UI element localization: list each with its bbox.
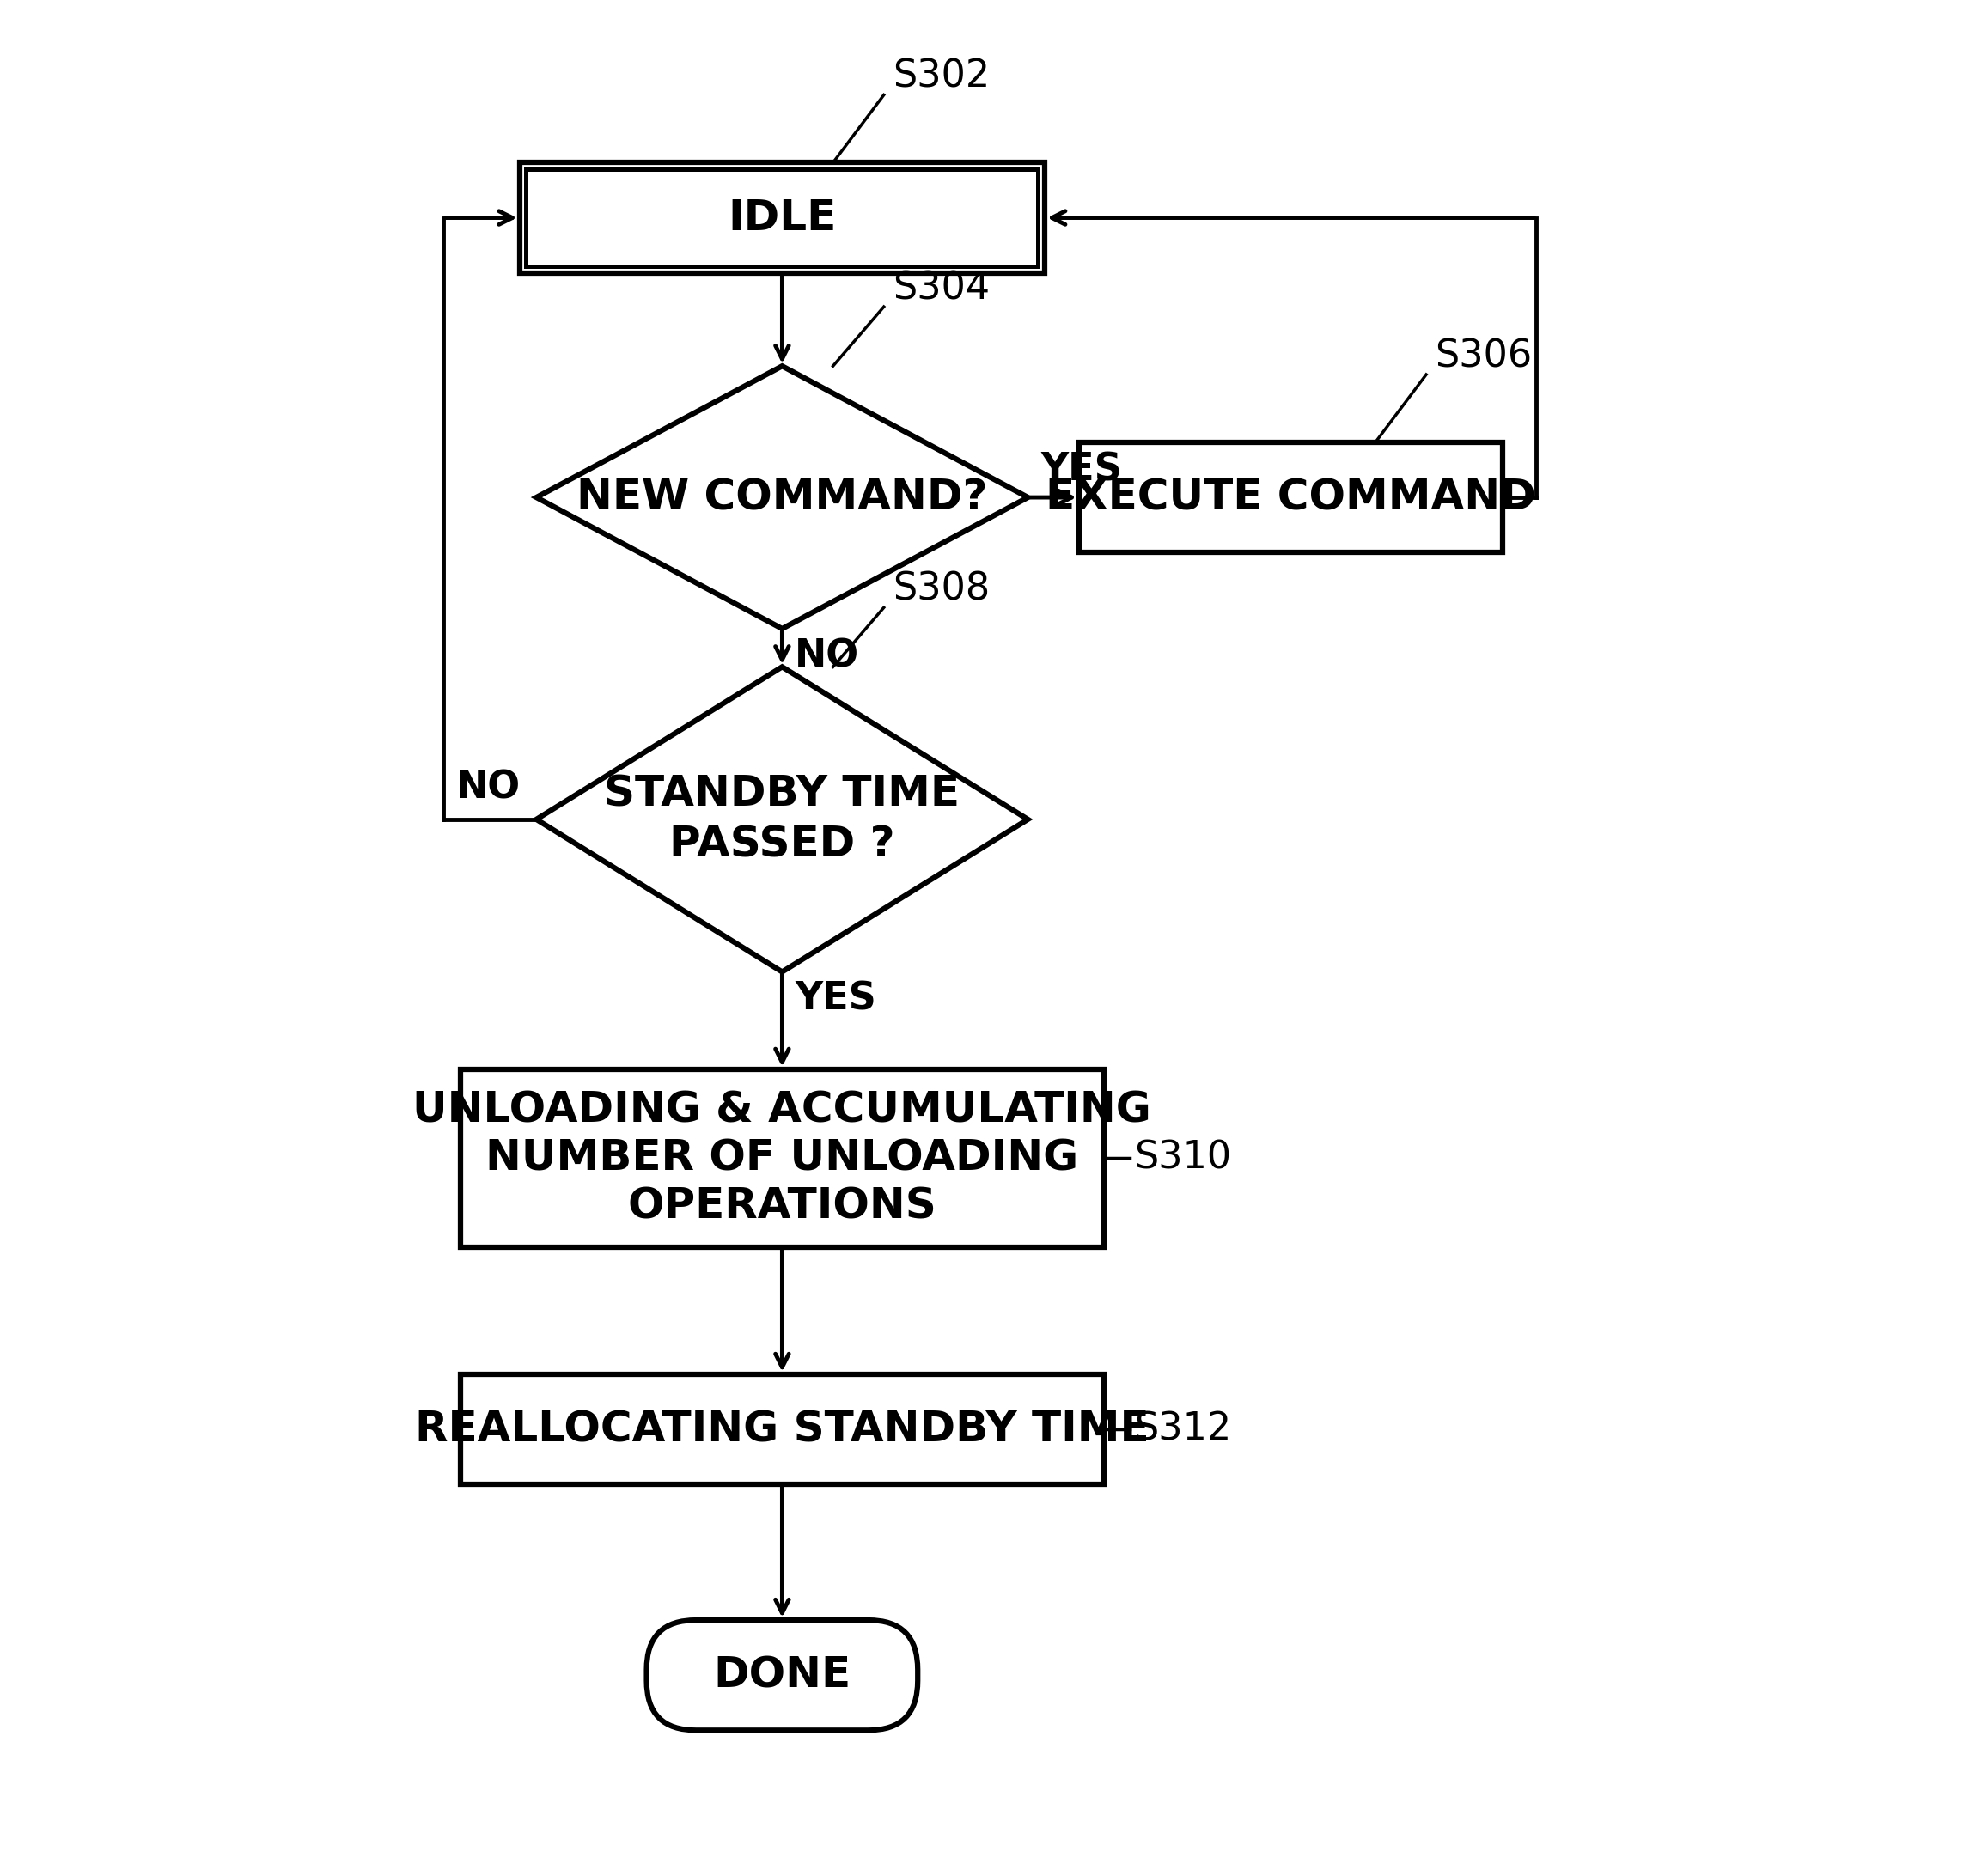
Text: S312: S312: [1133, 1411, 1231, 1448]
Text: S310: S310: [1133, 1141, 1231, 1176]
Text: NEW COMMAND?: NEW COMMAND?: [577, 477, 988, 518]
Text: DONE: DONE: [714, 1655, 851, 1696]
Text: YES: YES: [795, 981, 877, 1019]
Bar: [459, 1375, 1103, 1484]
Text: S306: S306: [1435, 338, 1533, 375]
Text: S302: S302: [893, 58, 990, 96]
Text: IDLE: IDLE: [728, 197, 837, 238]
Polygon shape: [537, 366, 1028, 628]
Bar: [459, 1069, 1103, 1248]
Text: UNLOADING & ACCUMULATING
NUMBER OF UNLOADING
OPERATIONS: UNLOADING & ACCUMULATING NUMBER OF UNLOA…: [414, 1090, 1151, 1227]
Bar: [1079, 443, 1503, 552]
Bar: [527, 169, 1038, 266]
Text: STANDBY TIME
PASSED ?: STANDBY TIME PASSED ?: [604, 773, 960, 865]
Text: EXECUTE COMMAND: EXECUTE COMMAND: [1046, 477, 1537, 518]
FancyBboxPatch shape: [646, 1621, 918, 1730]
Bar: [519, 163, 1046, 272]
Polygon shape: [537, 666, 1028, 972]
Text: REALLOCATING STANDBY TIME: REALLOCATING STANDBY TIME: [415, 1409, 1149, 1450]
Text: YES: YES: [1040, 452, 1121, 488]
Text: S304: S304: [893, 270, 990, 308]
Text: NO: NO: [795, 638, 859, 675]
Text: NO: NO: [455, 769, 521, 807]
Text: S308: S308: [893, 570, 990, 608]
